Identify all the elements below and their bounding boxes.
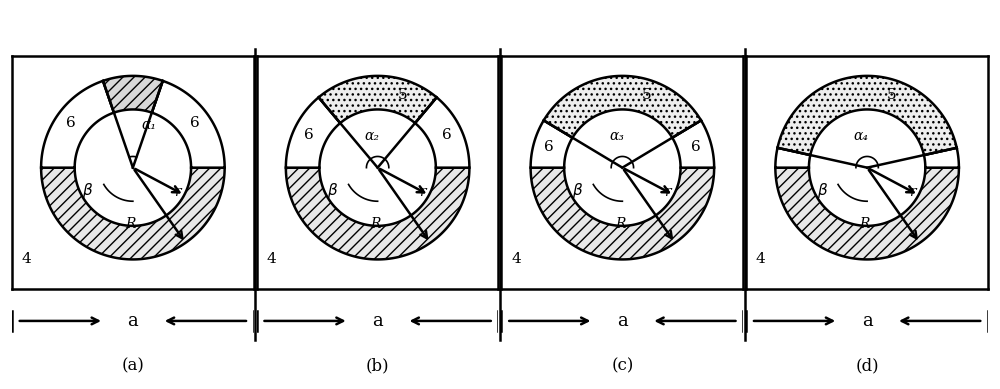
Text: 6: 6 [544,140,554,154]
Polygon shape [531,168,714,259]
Text: $\beta$: $\beta$ [572,180,583,200]
Polygon shape [924,148,959,168]
Text: 4: 4 [511,252,521,266]
Text: r: r [909,185,915,199]
Text: α₄: α₄ [854,129,869,143]
Polygon shape [775,148,810,168]
Polygon shape [415,97,469,168]
Text: 6: 6 [190,116,200,130]
Text: 4: 4 [22,252,31,266]
Polygon shape [319,76,437,123]
Text: a: a [128,312,138,330]
Text: R: R [860,217,870,231]
Text: a: a [617,312,628,330]
Text: (d): (d) [855,357,879,374]
Polygon shape [544,76,701,138]
Text: 5: 5 [397,88,407,102]
Text: 5: 5 [642,88,652,102]
Text: 4: 4 [266,252,276,266]
Text: 4: 4 [756,252,766,266]
Text: 6: 6 [304,128,314,142]
Text: 5: 5 [887,88,897,102]
Text: a: a [372,312,383,330]
Text: r: r [419,185,426,199]
Polygon shape [152,81,225,168]
Text: r: r [664,185,670,199]
Text: R: R [125,217,136,231]
Text: R: R [370,217,381,231]
Polygon shape [103,76,163,113]
Polygon shape [286,97,340,168]
Text: α₂: α₂ [364,129,379,143]
Text: α₁: α₁ [142,118,157,132]
Text: (a): (a) [121,357,144,374]
Polygon shape [775,168,959,259]
Text: $\beta$: $\beta$ [817,180,828,200]
Text: 6: 6 [442,128,451,142]
Polygon shape [672,120,714,168]
Text: 6: 6 [66,116,76,130]
Polygon shape [41,81,114,168]
Text: $\beta$: $\beta$ [327,180,338,200]
Text: (c): (c) [611,357,634,374]
Text: R: R [615,217,625,231]
Polygon shape [286,168,469,259]
Text: α₃: α₃ [609,129,624,143]
Text: (b): (b) [366,357,389,374]
Text: $\beta$: $\beta$ [82,180,94,200]
Text: r: r [174,185,181,199]
Text: 6: 6 [691,140,701,154]
Polygon shape [778,76,957,155]
Text: a: a [862,312,872,330]
Polygon shape [531,120,572,168]
Polygon shape [41,168,225,259]
